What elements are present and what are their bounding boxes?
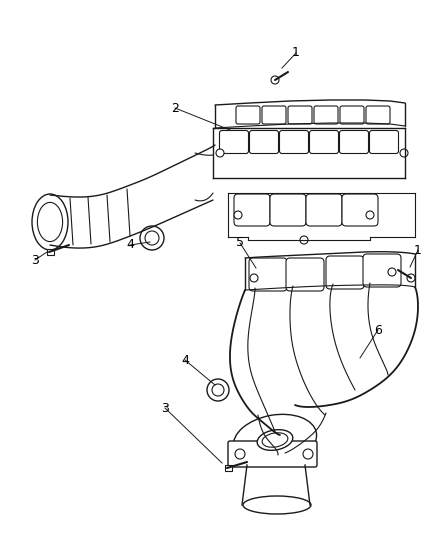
FancyBboxPatch shape xyxy=(219,131,248,154)
Circle shape xyxy=(303,449,313,459)
FancyBboxPatch shape xyxy=(326,256,364,289)
Text: 3: 3 xyxy=(31,254,39,266)
FancyBboxPatch shape xyxy=(363,254,401,287)
FancyBboxPatch shape xyxy=(370,131,399,154)
Text: 6: 6 xyxy=(374,324,382,336)
FancyBboxPatch shape xyxy=(262,106,286,124)
Circle shape xyxy=(145,231,159,245)
Text: 3: 3 xyxy=(161,401,169,415)
Circle shape xyxy=(300,236,308,244)
Ellipse shape xyxy=(257,430,293,450)
FancyBboxPatch shape xyxy=(288,106,312,124)
FancyBboxPatch shape xyxy=(234,194,270,226)
Circle shape xyxy=(388,268,396,276)
Circle shape xyxy=(400,149,408,157)
Ellipse shape xyxy=(262,433,288,447)
Circle shape xyxy=(250,274,258,282)
Ellipse shape xyxy=(233,414,317,466)
FancyBboxPatch shape xyxy=(249,258,287,291)
Text: 5: 5 xyxy=(236,237,244,249)
FancyBboxPatch shape xyxy=(279,131,308,154)
Ellipse shape xyxy=(32,194,68,250)
FancyBboxPatch shape xyxy=(339,131,368,154)
FancyBboxPatch shape xyxy=(342,194,378,226)
FancyBboxPatch shape xyxy=(236,106,260,124)
Circle shape xyxy=(207,379,229,401)
Circle shape xyxy=(235,449,245,459)
Circle shape xyxy=(212,384,224,396)
FancyBboxPatch shape xyxy=(225,465,232,471)
FancyBboxPatch shape xyxy=(270,194,306,226)
FancyBboxPatch shape xyxy=(228,441,317,467)
Text: 1: 1 xyxy=(292,46,300,60)
Ellipse shape xyxy=(37,203,63,241)
Text: 1: 1 xyxy=(414,244,422,256)
Text: 2: 2 xyxy=(171,101,179,115)
Ellipse shape xyxy=(243,496,311,514)
FancyBboxPatch shape xyxy=(306,194,342,226)
Text: 4: 4 xyxy=(126,238,134,252)
FancyBboxPatch shape xyxy=(314,106,338,124)
FancyBboxPatch shape xyxy=(340,106,364,124)
FancyBboxPatch shape xyxy=(286,258,324,291)
Circle shape xyxy=(216,149,224,157)
Text: 4: 4 xyxy=(181,353,189,367)
FancyBboxPatch shape xyxy=(250,131,279,154)
FancyBboxPatch shape xyxy=(366,106,390,124)
Circle shape xyxy=(271,76,279,84)
Circle shape xyxy=(366,211,374,219)
Circle shape xyxy=(234,211,242,219)
Circle shape xyxy=(407,274,415,282)
Circle shape xyxy=(140,226,164,250)
FancyBboxPatch shape xyxy=(47,249,54,255)
FancyBboxPatch shape xyxy=(310,131,339,154)
